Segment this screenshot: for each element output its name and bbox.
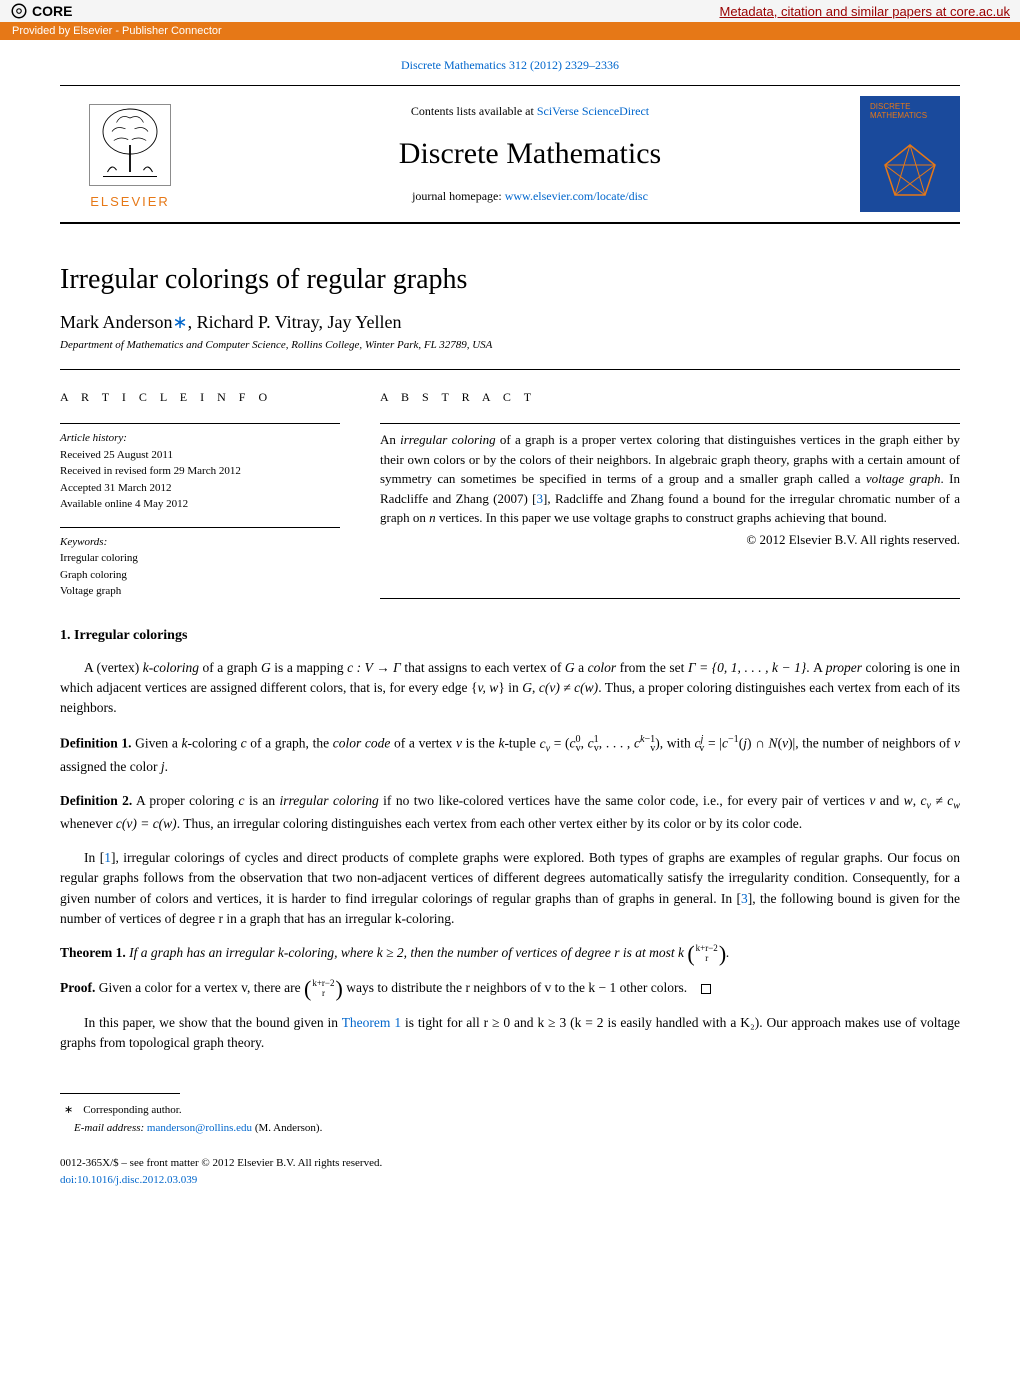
journal-header-box: ELSEVIER Contents lists available at Sci… xyxy=(60,85,960,224)
journal-reference: Discrete Mathematics 312 (2012) 2329–233… xyxy=(0,40,1020,85)
core-header-bar: CORE Metadata, citation and similar pape… xyxy=(0,0,1020,22)
proof: Proof. Given a color for a vertex v, the… xyxy=(60,978,960,999)
section-1: 1. Irregular colorings A (vertex) k-colo… xyxy=(60,628,960,1054)
affiliation: Department of Mathematics and Computer S… xyxy=(60,339,960,351)
author-primary: Mark Anderson xyxy=(60,312,172,332)
section-1-heading: 1. Irregular colorings xyxy=(60,628,960,644)
cite-3-link[interactable]: 3 xyxy=(741,891,748,906)
history-label: Article history: xyxy=(60,432,127,444)
qed-icon xyxy=(701,984,711,994)
article-info: A R T I C L E I N F O Article history: R… xyxy=(60,390,340,600)
footnote-star-icon: ∗ xyxy=(64,1104,73,1116)
journal-cover: DISCRETE MATHEMATICS xyxy=(860,96,960,212)
keywords: Keywords: Irregular coloring Graph color… xyxy=(60,534,340,600)
cover-title-line2: MATHEMATICS xyxy=(870,111,927,120)
article-info-label: A R T I C L E I N F O xyxy=(60,390,340,405)
paper-content: Irregular colorings of regular graphs Ma… xyxy=(0,224,1020,1208)
theorem-1-ref-link[interactable]: Theorem 1 xyxy=(342,1015,401,1030)
para-3: In this paper, we show that the bound gi… xyxy=(60,1013,960,1054)
divider xyxy=(60,369,960,370)
divider xyxy=(60,527,340,528)
footnote-separator xyxy=(60,1093,180,1094)
homepage-line: journal homepage: www.elsevier.com/locat… xyxy=(412,189,648,204)
def1-label: Definition 1. xyxy=(60,736,132,751)
keyword-2: Graph coloring xyxy=(60,569,127,581)
core-logo: CORE xyxy=(10,2,72,20)
core-logo-text: CORE xyxy=(32,3,72,19)
divider xyxy=(60,423,340,424)
paper-title: Irregular colorings of regular graphs xyxy=(60,264,960,296)
elsevier-tree-icon xyxy=(85,100,175,190)
provider-bar: Provided by Elsevier - Publisher Connect… xyxy=(0,22,1020,40)
cover-title-line1: DISCRETE xyxy=(870,102,910,111)
divider xyxy=(380,423,960,424)
abstract-copyright: © 2012 Elsevier B.V. All rights reserved… xyxy=(380,532,960,548)
info-abstract-row: A R T I C L E I N F O Article history: R… xyxy=(60,390,960,600)
core-metadata-link[interactable]: Metadata, citation and similar papers at… xyxy=(720,4,1010,19)
header-center: Contents lists available at SciVerse Sci… xyxy=(200,96,860,212)
elsevier-label: ELSEVIER xyxy=(90,194,170,209)
accepted-date: Accepted 31 March 2012 xyxy=(60,482,172,494)
def2-label: Definition 2. xyxy=(60,793,132,808)
cover-graph-icon xyxy=(875,140,945,200)
corresponding-author-link[interactable]: ∗ xyxy=(172,312,187,332)
email-label: E-mail address: xyxy=(74,1122,144,1134)
abstract-box: A B S T R A C T An irregular coloring of… xyxy=(380,390,960,600)
journal-homepage-link[interactable]: www.elsevier.com/locate/disc xyxy=(505,189,648,203)
journal-title: Discrete Mathematics xyxy=(399,137,661,171)
divider xyxy=(380,598,960,599)
thm1-label: Theorem 1. xyxy=(60,945,126,960)
abstract-label: A B S T R A C T xyxy=(380,390,960,405)
homepage-prefix: journal homepage: xyxy=(412,189,505,203)
para-2: In [1], irregular colorings of cycles an… xyxy=(60,848,960,929)
author-email-link[interactable]: manderson@rollins.edu xyxy=(147,1122,252,1134)
footnote-corresponding: ∗Corresponding author. E-mail address: m… xyxy=(60,1102,960,1137)
footer-text: 0012-365X/$ – see front matter © 2012 El… xyxy=(60,1155,960,1188)
issn-line: 0012-365X/$ – see front matter © 2012 El… xyxy=(60,1157,382,1169)
contents-prefix: Contents lists available at xyxy=(411,104,537,118)
doi-link[interactable]: doi:10.1016/j.disc.2012.03.039 xyxy=(60,1174,197,1186)
contents-line: Contents lists available at SciVerse Sci… xyxy=(411,104,649,119)
received-date: Received 25 August 2011 xyxy=(60,449,173,461)
proof-label: Proof. xyxy=(60,980,95,995)
keywords-label: Keywords: xyxy=(60,536,107,548)
authors-rest: , Richard P. Vitray, Jay Yellen xyxy=(188,312,402,332)
core-logo-icon xyxy=(10,2,28,20)
definition-1: Definition 1. Given a k-coloring c of a … xyxy=(60,732,960,777)
theorem-1: Theorem 1. If a graph has an irregular k… xyxy=(60,943,960,964)
sciencedirect-link[interactable]: SciVerse ScienceDirect xyxy=(537,104,649,118)
keyword-1: Irregular coloring xyxy=(60,552,138,564)
revised-date: Received in revised form 29 March 2012 xyxy=(60,465,241,477)
article-history: Article history: Received 25 August 2011… xyxy=(60,430,340,513)
elsevier-logo: ELSEVIER xyxy=(60,96,200,212)
cite-1-link[interactable]: 1 xyxy=(104,850,111,865)
authors: Mark Anderson∗, Richard P. Vitray, Jay Y… xyxy=(60,312,960,333)
abstract-text: An irregular coloring of a graph is a pr… xyxy=(380,430,960,528)
para-1: A (vertex) k-coloring of a graph G is a … xyxy=(60,658,960,719)
keyword-3: Voltage graph xyxy=(60,585,121,597)
online-date: Available online 4 May 2012 xyxy=(60,498,188,510)
journal-ref-link[interactable]: Discrete Mathematics 312 (2012) 2329–233… xyxy=(401,58,619,72)
definition-2: Definition 2. A proper coloring c is an … xyxy=(60,791,960,834)
